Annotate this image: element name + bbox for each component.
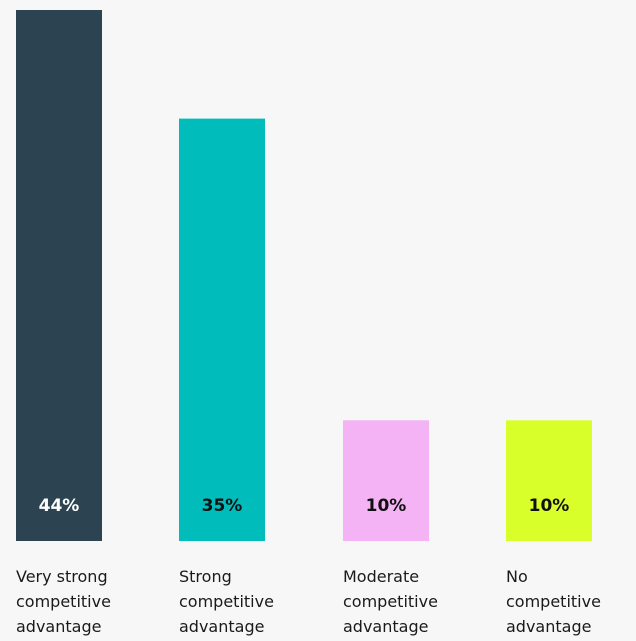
category-label-line: No [506, 567, 528, 586]
value-label-4: 10% [529, 496, 570, 516]
category-label-line: advantage [343, 617, 428, 636]
bar-1 [16, 10, 102, 541]
category-label-line: Strong [179, 567, 232, 586]
category-label-line: Very strong [16, 567, 108, 586]
value-label-3: 10% [366, 496, 407, 516]
category-label-line: advantage [506, 617, 591, 636]
bar-4 [506, 420, 592, 541]
category-label-line: advantage [179, 617, 264, 636]
category-label-line: competitive [179, 592, 274, 611]
value-label-2: 35% [202, 496, 243, 516]
category-label-line: Moderate [343, 567, 419, 586]
value-labels-group: 44% 35% 10% 10% [39, 496, 570, 516]
category-label-2: Strong competitive advantage [179, 567, 274, 636]
category-label-line: competitive [16, 592, 111, 611]
category-label-line: competitive [506, 592, 601, 611]
category-label-4: No competitive advantage [506, 567, 601, 636]
category-label-line: advantage [16, 617, 101, 636]
category-label-line: competitive [343, 592, 438, 611]
category-label-3: Moderate competitive advantage [343, 567, 438, 636]
bars-group [16, 10, 592, 541]
bar-2 [179, 118, 265, 541]
bar-3 [343, 420, 429, 541]
category-labels-group: Very strong competitive advantage Strong com… [16, 567, 601, 636]
value-label-1: 44% [39, 496, 80, 516]
category-label-1: Very strong competitive advantage [16, 567, 111, 636]
